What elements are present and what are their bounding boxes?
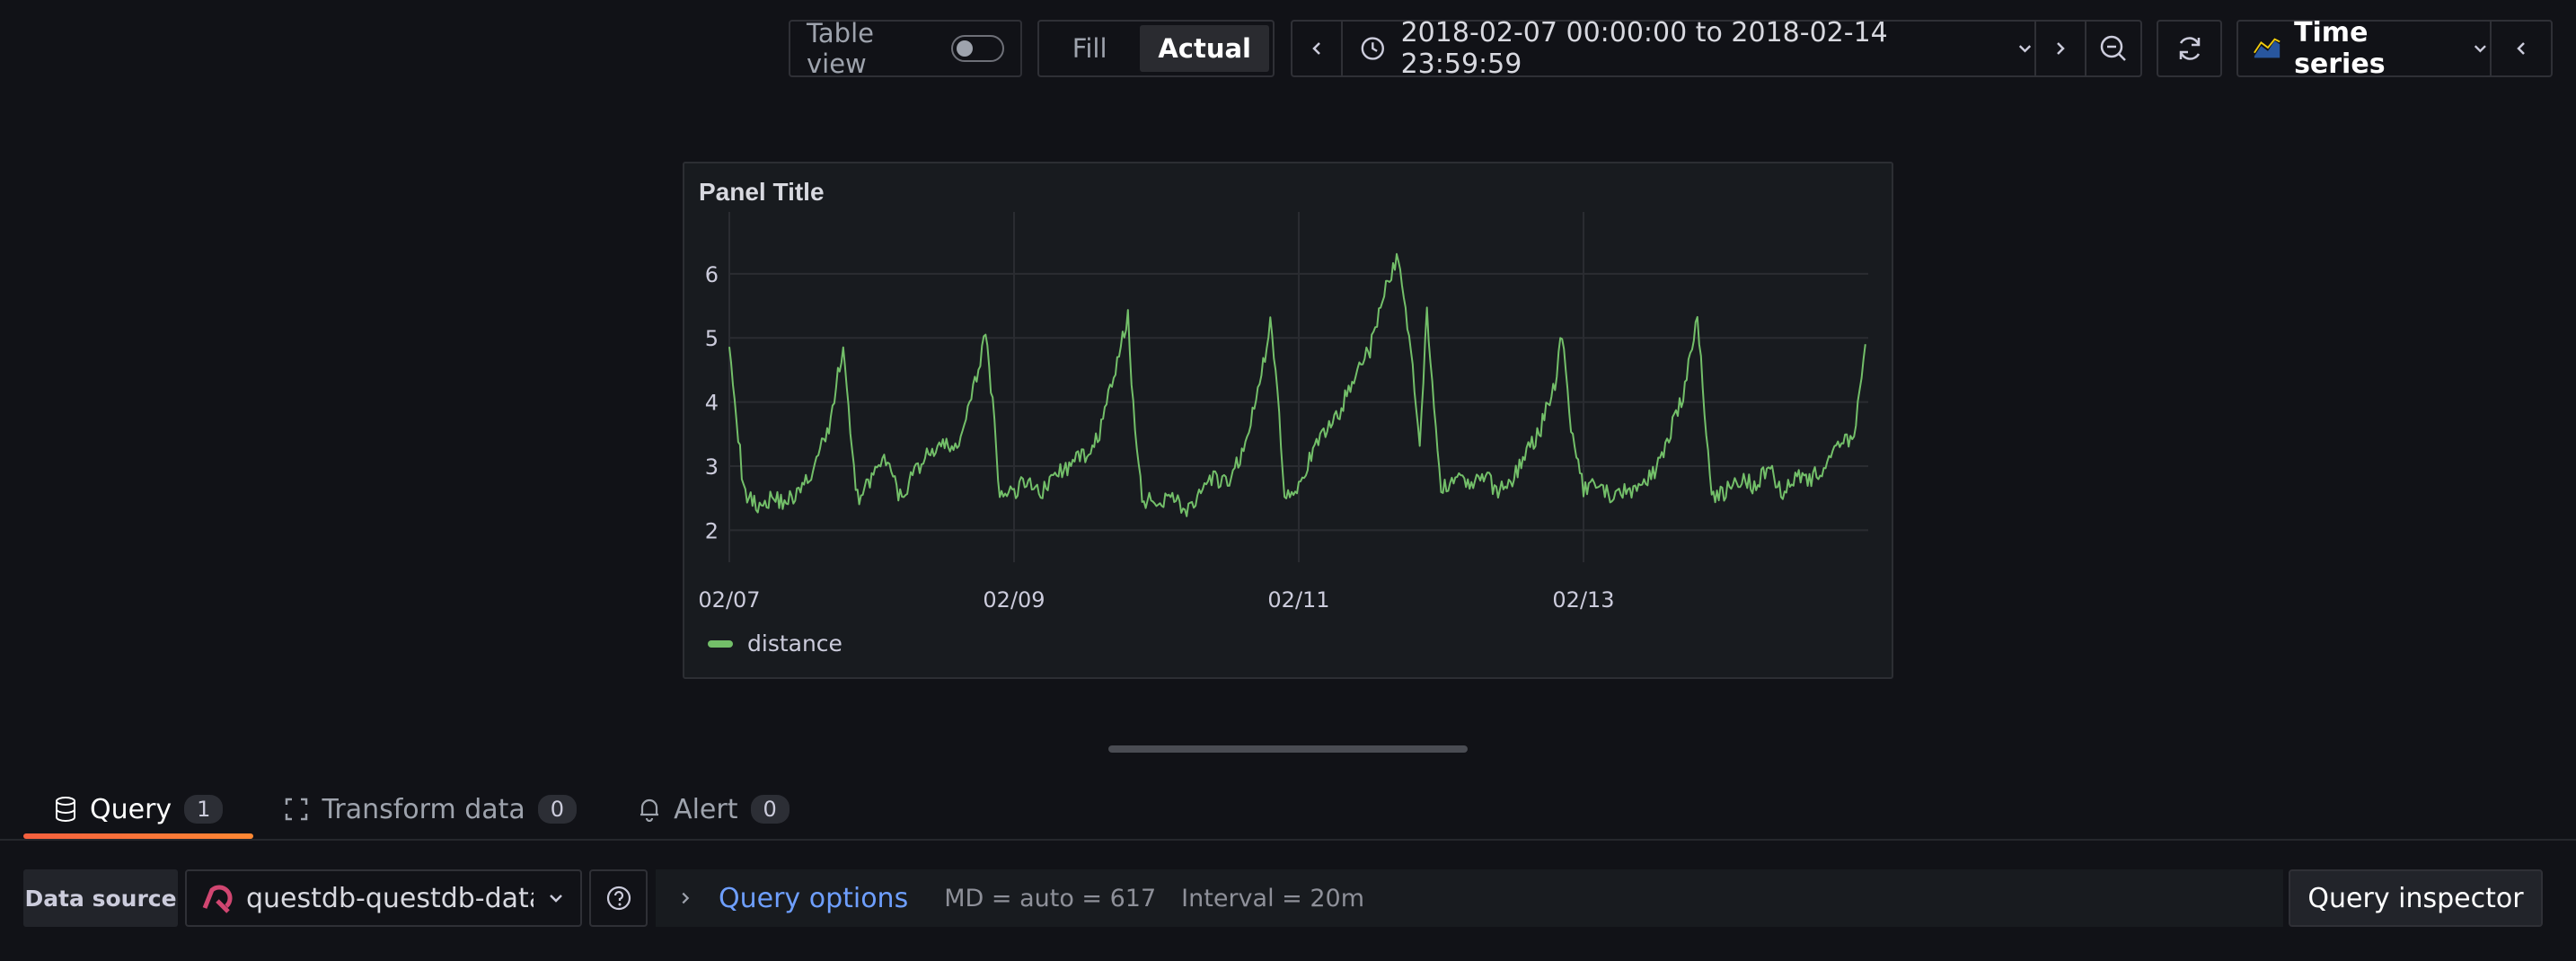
data-source-name: questdb-questdb-datasource — [246, 882, 534, 914]
fill-button[interactable]: Fill — [1072, 33, 1107, 64]
x-tick-label: 02/11 — [1267, 587, 1329, 613]
tab-transform-count: 0 — [537, 795, 578, 824]
chevron-down-icon — [2475, 45, 2487, 53]
y-tick-label: 6 — [705, 262, 719, 287]
clock-icon — [1361, 37, 1384, 60]
tab-transform[interactable]: Transform data 0 — [253, 780, 607, 839]
refresh-button[interactable] — [2157, 20, 2222, 77]
time-range-button[interactable]: 2018-02-07 00:00:00 to 2018-02-14 23:59:… — [1343, 17, 2036, 80]
visualization-select[interactable]: Time series — [2238, 17, 2492, 80]
tab-alert-count: 0 — [750, 795, 790, 824]
question-circle-icon — [606, 886, 631, 911]
query-options-link[interactable]: Query options — [719, 882, 909, 914]
tab-alert[interactable]: Alert 0 — [607, 780, 820, 839]
chevron-down-icon — [2018, 45, 2032, 53]
y-tick-label: 3 — [705, 454, 719, 480]
x-tick-label: 02/09 — [983, 587, 1045, 613]
tab-query[interactable]: Query 1 — [23, 780, 254, 839]
tab-query-count: 1 — [184, 795, 224, 824]
panel-resize-handle[interactable] — [1108, 745, 1468, 753]
time-picker: 2018-02-07 00:00:00 to 2018-02-14 23:59:… — [1291, 17, 2142, 80]
chevron-left-icon — [2517, 42, 2525, 55]
y-tick-label: 2 — [705, 518, 719, 543]
time-series-chart: 2 3 4 5 6 02/07 02/09 02/11 02/13 — [698, 212, 1868, 613]
zoom-out-icon — [2100, 35, 2126, 61]
time-back-button[interactable] — [1292, 22, 1343, 75]
fill-actual-selector: Fill Actual — [1037, 20, 1275, 77]
y-tick-label: 5 — [705, 326, 719, 351]
query-options-bar[interactable]: Query options MD = auto = 617 Interval =… — [656, 869, 2283, 927]
time-series-icon — [2254, 38, 2280, 58]
legend-label: distance — [747, 630, 842, 657]
chevron-down-icon — [550, 895, 562, 903]
collapse-options-button[interactable] — [2492, 22, 2551, 75]
tabs-divider — [0, 839, 2576, 841]
visualization-picker: Time series — [2236, 17, 2553, 80]
data-source-help-button[interactable] — [589, 869, 648, 927]
chevron-left-icon — [1312, 42, 1320, 55]
data-source-label: Data source — [23, 869, 178, 927]
actual-button[interactable]: Actual — [1140, 25, 1269, 72]
bell-icon — [640, 798, 659, 822]
y-tick-label: 4 — [705, 391, 719, 416]
refresh-icon — [2179, 37, 2200, 60]
max-data-points: MD = auto = 617 — [944, 884, 1157, 913]
table-view-switch[interactable] — [950, 35, 1004, 62]
chevron-right-icon — [682, 892, 690, 904]
chevron-right-icon — [2057, 42, 2065, 55]
time-forward-button[interactable] — [2036, 22, 2086, 75]
legend-swatch — [708, 639, 733, 648]
panel: Panel Title 2 3 4 5 6 02/07 02/09 02/11 02/13 di… — [683, 162, 1893, 679]
query-tabs: Query 1 Transform data 0 Alert 0 — [23, 780, 820, 839]
transform-icon — [286, 798, 308, 821]
series-line-distance — [728, 252, 1866, 517]
database-icon — [56, 797, 75, 822]
tab-alert-label: Alert — [674, 793, 738, 825]
time-range-text: 2018-02-07 00:00:00 to 2018-02-14 23:59:… — [1400, 17, 1888, 80]
x-tick-label: 02/07 — [698, 587, 760, 613]
query-inspector-button[interactable]: Query inspector — [2289, 869, 2543, 927]
legend[interactable]: distance — [708, 630, 842, 657]
questdb-logo-icon — [202, 885, 233, 913]
visualization-label: Time series — [2294, 17, 2386, 80]
tab-transform-label: Transform data — [322, 793, 525, 825]
x-tick-label: 02/13 — [1552, 587, 1614, 613]
table-view-toggle[interactable]: Table view — [789, 18, 1022, 79]
table-view-label: Table view — [807, 18, 874, 79]
data-source-select[interactable]: questdb-questdb-datasource — [185, 869, 582, 927]
tab-query-label: Query — [90, 793, 172, 825]
interval: Interval = 20m — [1181, 884, 1365, 913]
zoom-out-button[interactable] — [2086, 22, 2140, 75]
panel-title: Panel Title — [699, 178, 825, 206]
